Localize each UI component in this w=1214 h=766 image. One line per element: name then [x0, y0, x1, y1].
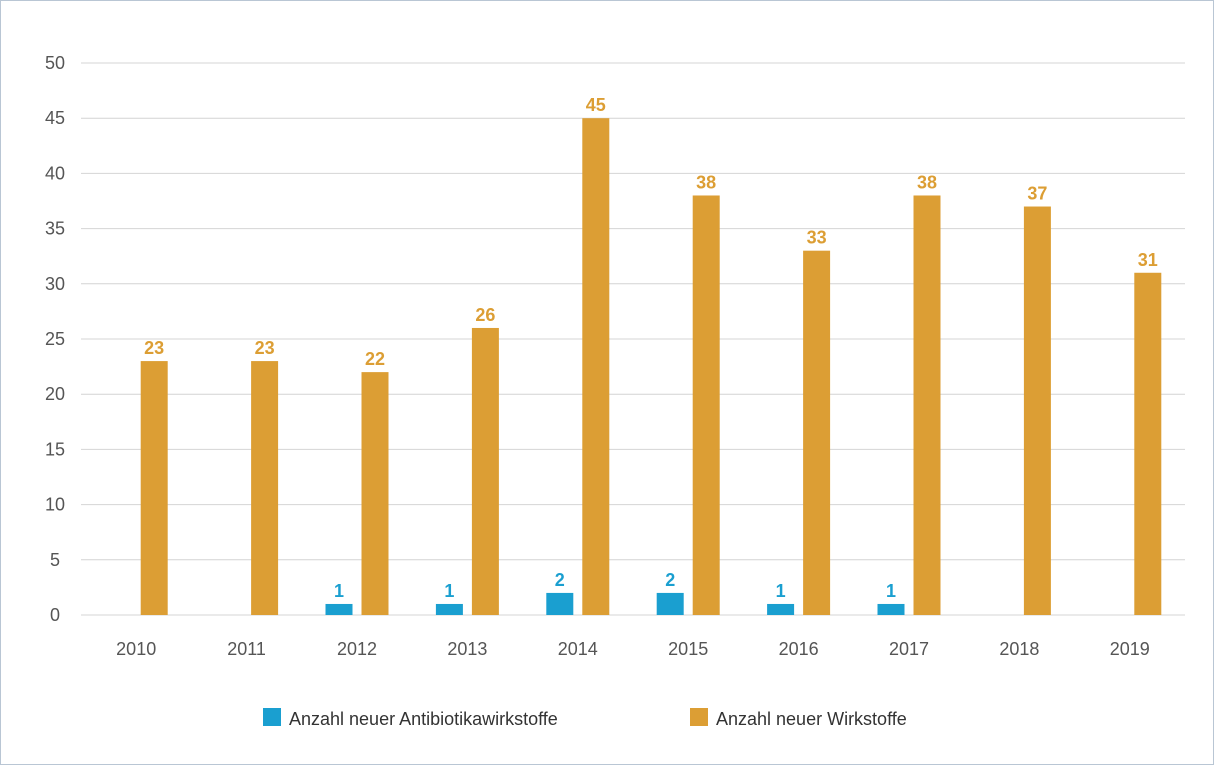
legend-swatch [690, 708, 708, 726]
data-label: 23 [144, 338, 164, 358]
data-label: 2 [665, 570, 675, 590]
y-tick-label: 20 [45, 384, 65, 404]
x-tick-label: 2018 [999, 639, 1039, 659]
data-label: 38 [917, 172, 937, 192]
bar [767, 604, 794, 615]
legend-item: Anzahl neuer Wirkstoffe [690, 708, 907, 729]
bar [1134, 273, 1161, 615]
bar [436, 604, 463, 615]
y-tick-label: 25 [45, 329, 65, 349]
x-tick-label: 2010 [116, 639, 156, 659]
y-tick-label: 0 [50, 605, 60, 625]
bar [914, 195, 941, 615]
data-label: 2 [555, 570, 565, 590]
data-label: 45 [586, 95, 606, 115]
data-label: 1 [886, 581, 896, 601]
data-label: 1 [776, 581, 786, 601]
bar [878, 604, 905, 615]
data-label: 1 [444, 581, 454, 601]
data-label: 33 [807, 228, 827, 248]
bar [1024, 207, 1051, 615]
bar [803, 251, 830, 615]
x-axis-ticks: 2010 2011 2012 2013 2014 2015 2016 2017 2018 2019 [116, 639, 1150, 659]
data-label: 23 [255, 338, 275, 358]
legend-item: Anzahl neuer Antibiotikawirkstoffe [263, 708, 558, 729]
bar [326, 604, 353, 615]
x-tick-label: 2017 [889, 639, 929, 659]
bar [472, 328, 499, 615]
y-tick-label: 40 [45, 163, 65, 183]
bars [141, 118, 1162, 615]
bar [693, 195, 720, 615]
x-tick-label: 2016 [779, 639, 819, 659]
y-tick-label: 50 [45, 53, 65, 73]
legend-label: Anzahl neuer Antibiotikawirkstoffe [289, 709, 558, 729]
bar [362, 372, 389, 615]
y-tick-label: 5 [50, 550, 60, 570]
bar [546, 593, 573, 615]
y-tick-label: 10 [45, 495, 65, 515]
bar [251, 361, 278, 615]
legend-swatch [263, 708, 281, 726]
data-label: 38 [696, 172, 716, 192]
bar [141, 361, 168, 615]
x-tick-label: 2011 [227, 639, 266, 659]
gridlines [81, 63, 1185, 615]
x-tick-label: 2012 [337, 639, 377, 659]
y-axis-ticks: 0 5 10 15 20 25 30 35 40 45 50 [45, 53, 65, 625]
x-tick-label: 2013 [447, 639, 487, 659]
data-labels: 23 23 1 22 1 26 2 45 2 38 1 33 1 38 37 31 [144, 95, 1158, 601]
data-label: 31 [1138, 250, 1158, 270]
x-tick-label: 2019 [1110, 639, 1150, 659]
y-tick-label: 30 [45, 274, 65, 294]
y-tick-label: 45 [45, 108, 65, 128]
y-tick-label: 35 [45, 219, 65, 239]
y-tick-label: 15 [45, 439, 65, 459]
data-label: 37 [1027, 184, 1047, 204]
bar [657, 593, 684, 615]
data-label: 1 [334, 581, 344, 601]
bar [582, 118, 609, 615]
x-tick-label: 2015 [668, 639, 708, 659]
x-tick-label: 2014 [558, 639, 598, 659]
data-label: 22 [365, 349, 385, 369]
data-label: 26 [475, 305, 495, 325]
legend-label: Anzahl neuer Wirkstoffe [716, 709, 907, 729]
legend: Anzahl neuer Antibiotikawirkstoffe Anzahl… [263, 708, 907, 729]
